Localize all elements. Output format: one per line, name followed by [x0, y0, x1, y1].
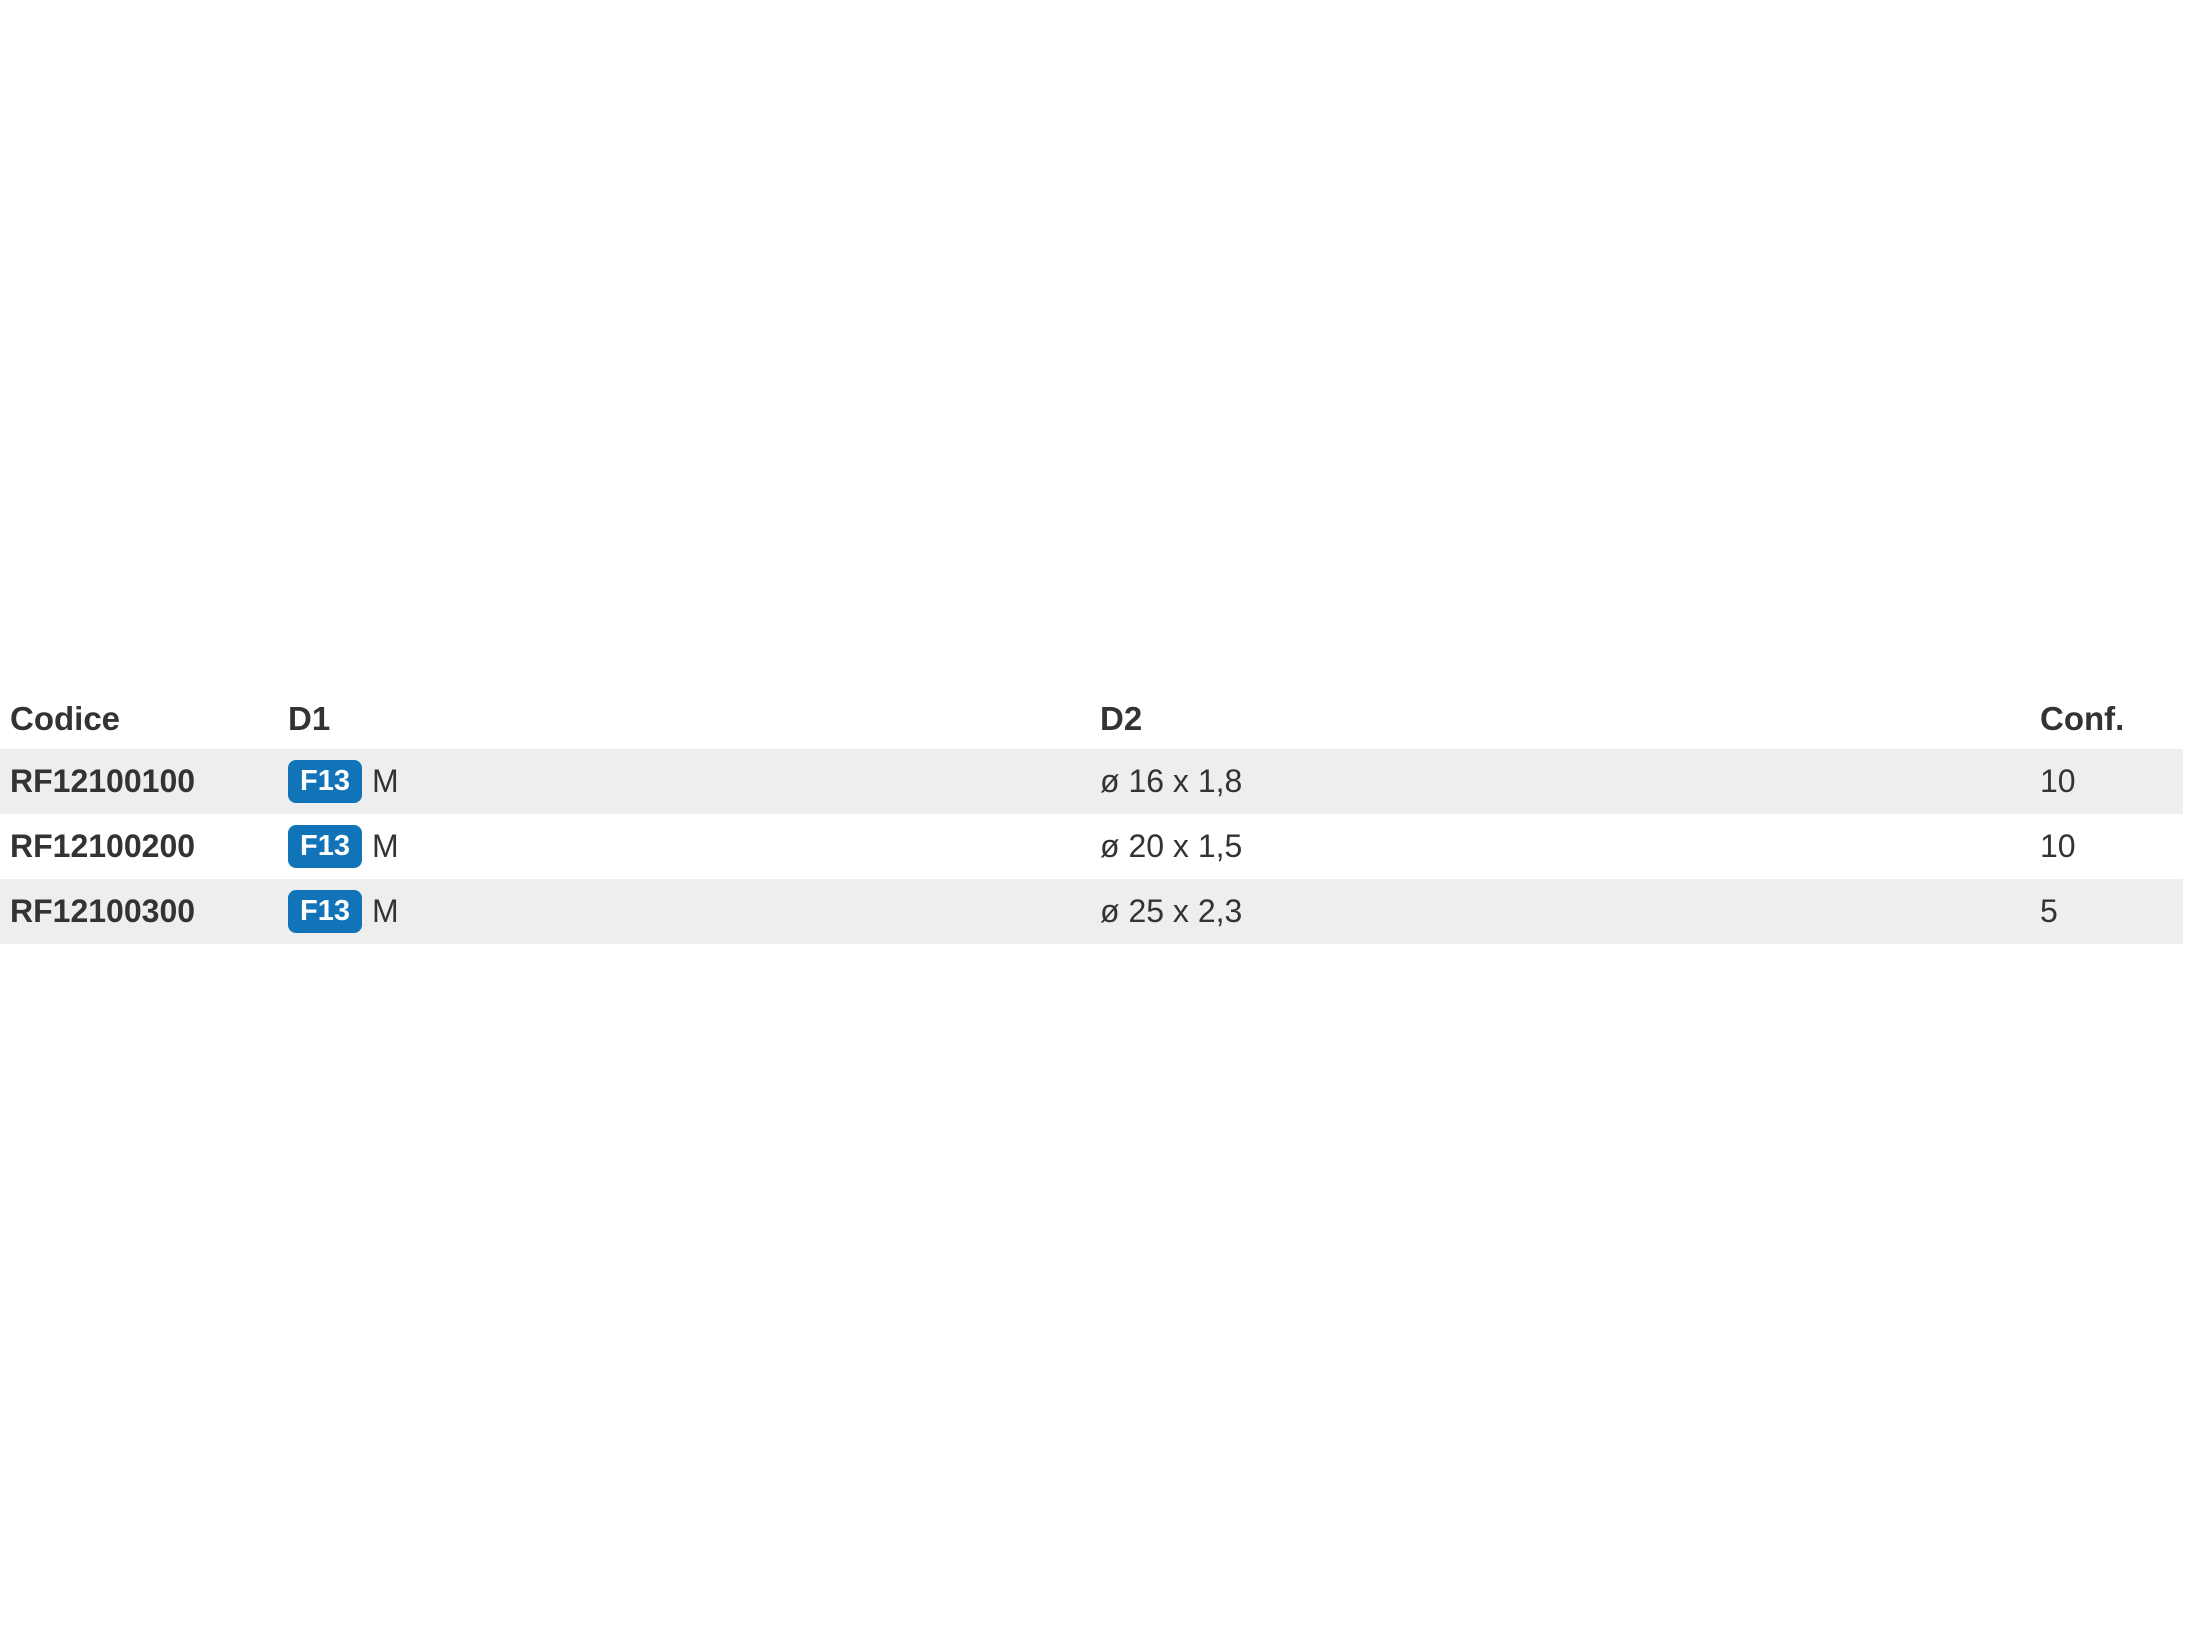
d1-value: M [371, 893, 399, 929]
product-table: Codice D1 D2 Conf. RF12100100 F13 M ø 16 … [0, 689, 2183, 944]
column-header-d1: D1 [278, 689, 1090, 749]
d2-cell: ø 20 x 1,5 [1100, 828, 1243, 864]
table-row: RF12100300 F13 M ø 25 x 2,3 5 [0, 879, 2183, 944]
d1-cell: F13 M [278, 749, 1090, 814]
codice-cell: RF12100100 [10, 763, 196, 799]
d1-value: M [371, 763, 399, 799]
codice-cell: RF12100300 [10, 893, 196, 929]
table-header-row: Codice D1 D2 Conf. [0, 689, 2183, 749]
d2-cell: ø 16 x 1,8 [1100, 763, 1243, 799]
d1-cell: F13 M [278, 879, 1090, 944]
d1-cell: F13 M [278, 814, 1090, 879]
column-header-conf: Conf. [2030, 689, 2183, 749]
table-body: RF12100100 F13 M ø 16 x 1,8 10 RF12100200… [0, 749, 2183, 944]
table-row: RF12100100 F13 M ø 16 x 1,8 10 [0, 749, 2183, 814]
table-header: Codice D1 D2 Conf. [0, 689, 2183, 749]
f13-badge: F13 [288, 760, 362, 803]
column-header-d2: D2 [1090, 689, 2030, 749]
conf-cell: 10 [2040, 828, 2076, 864]
column-header-codice: Codice [0, 689, 278, 749]
d1-value: M [371, 828, 399, 864]
product-table-container: Codice D1 D2 Conf. RF12100100 F13 M ø 16 … [0, 689, 2183, 944]
conf-cell: 5 [2040, 893, 2058, 929]
d2-cell: ø 25 x 2,3 [1100, 893, 1243, 929]
table-row: RF12100200 F13 M ø 20 x 1,5 10 [0, 814, 2183, 879]
f13-badge: F13 [288, 890, 362, 933]
codice-cell: RF12100200 [10, 828, 196, 864]
conf-cell: 10 [2040, 763, 2076, 799]
f13-badge: F13 [288, 825, 362, 868]
